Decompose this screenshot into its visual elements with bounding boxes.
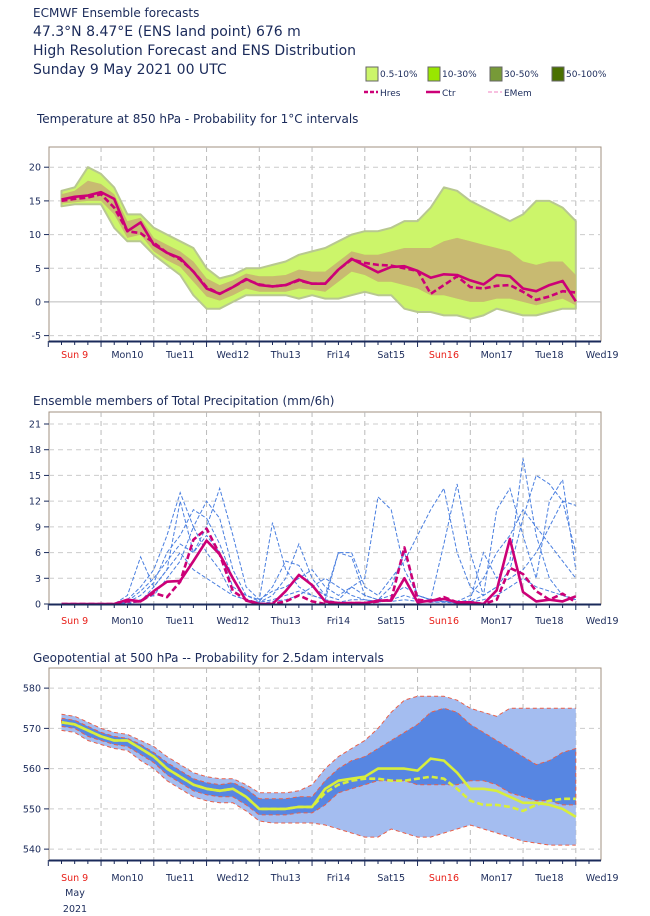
x-day-label: Tue18 [534, 616, 563, 627]
x-day-label: Sun16 [429, 616, 459, 627]
series-ctr [61, 190, 577, 303]
y-tick-label: 9 [35, 522, 41, 533]
legend-swatch [551, 66, 565, 82]
x-day-label: Wed12 [217, 616, 250, 627]
y-tick-label: 15 [29, 196, 41, 207]
y-tick-label: 20 [29, 163, 41, 174]
chart-panel-2: Ensemble members of Total Precipitation … [29, 394, 619, 627]
x-day-label: Sun16 [429, 873, 459, 884]
y-tick-label: 18 [29, 445, 41, 456]
y-tick-label: 550 [23, 804, 41, 815]
x-day-label: Thu13 [270, 873, 301, 884]
x-day-label: Wed12 [217, 350, 250, 361]
header-title: ECMWF Ensemble forecasts [33, 6, 199, 20]
series-hres [61, 192, 576, 302]
y-tick-label: 570 [23, 724, 41, 735]
x-day-label: Mon10 [111, 350, 143, 361]
legend: 0.5-10% 10-30% 30-50% 50-100% Hres Ctr EMem [364, 66, 607, 99]
x-day-label: Mon17 [481, 616, 513, 627]
y-tick-label: 15 [29, 471, 41, 482]
y-tick-label: 0 [35, 297, 41, 308]
x-year-label: 2021 [63, 904, 87, 915]
series-hres [61, 721, 576, 813]
x-day-label: Fri14 [327, 616, 350, 627]
chart-title: Geopotential at 500 hPa -- Probability f… [33, 651, 384, 665]
y-tick-label: 21 [29, 420, 41, 431]
series-hres [61, 527, 577, 606]
y-tick-label: 540 [23, 845, 41, 856]
chart-title: Ensemble members of Total Precipitation … [33, 394, 335, 408]
x-day-label: Mon10 [111, 616, 143, 627]
x-day-label: Wed12 [217, 873, 250, 884]
y-tick-label: 0 [35, 600, 41, 611]
x-day-label: Tue11 [165, 873, 194, 884]
y-tick-label: 12 [29, 497, 41, 508]
x-day-label: Thu13 [270, 616, 301, 627]
y-tick-label: -5 [32, 331, 41, 342]
x-day-label: Sat15 [377, 616, 405, 627]
x-day-label: Tue18 [534, 350, 563, 361]
header-subtitle: High Resolution Forecast and ENS Distrib… [33, 43, 356, 59]
x-day-label: Tue11 [165, 616, 194, 627]
probability-band-2 [61, 708, 576, 815]
chart-title: Temperature at 850 hPa - Probability for… [36, 112, 358, 126]
legend-label: 50-100% [566, 70, 607, 80]
ensemble-member-line [61, 478, 577, 605]
legend-swatch [489, 66, 503, 82]
x-day-label: Tue11 [165, 350, 194, 361]
ensemble-member-line [61, 729, 576, 846]
x-day-label: Wed19 [586, 350, 619, 361]
x-month-label: May [65, 888, 85, 899]
y-tick-label: 3 [35, 574, 41, 585]
x-day-label: Sat15 [377, 873, 405, 884]
chart-panel-3: Geopotential at 500 hPa -- Probability f… [23, 651, 619, 915]
legend-label: 10-30% [442, 70, 477, 80]
ensemble-member-line [61, 508, 577, 605]
y-tick-label: 560 [23, 764, 41, 775]
legend-swatch [365, 66, 379, 82]
legend-line-label: Hres [380, 89, 401, 99]
header-date: Sunday 9 May 2021 00 UTC [33, 62, 227, 78]
ensemble-member-envelope [61, 707, 577, 816]
x-day-label: Mon17 [481, 873, 513, 884]
x-day-label: Fri14 [327, 350, 350, 361]
x-day-label: Tue18 [534, 873, 563, 884]
x-day-label: Sat15 [377, 350, 405, 361]
x-day-label: Fri14 [327, 873, 350, 884]
x-day-label: Mon10 [111, 873, 143, 884]
x-day-label: Wed19 [586, 616, 619, 627]
y-tick-label: 580 [23, 684, 41, 695]
x-day-label: Sun 9 [61, 616, 88, 627]
legend-swatch [427, 66, 441, 82]
plot-area [48, 411, 602, 605]
legend-line-label: Ctr [442, 89, 456, 99]
y-tick-label: 5 [35, 264, 41, 275]
legend-label: 30-50% [504, 70, 539, 80]
x-day-label: Sun 9 [61, 350, 88, 361]
x-day-label: Thu13 [270, 350, 301, 361]
x-day-label: Sun16 [429, 350, 459, 361]
x-day-label: Mon17 [481, 350, 513, 361]
legend-line-label: EMem [504, 89, 532, 99]
chart-panel-1: Temperature at 850 hPa - Probability for… [29, 112, 619, 361]
legend-label: 0.5-10% [380, 70, 418, 80]
y-tick-label: 6 [35, 548, 41, 559]
ensemble-member-line [61, 695, 576, 794]
x-day-label: Sun 9 [61, 873, 88, 884]
x-day-label: Wed19 [586, 873, 619, 884]
y-tick-label: 10 [29, 230, 41, 241]
series-ctr [61, 537, 577, 606]
header-location: 47.3°N 8.47°E (ENS land point) 676 m [33, 24, 301, 40]
